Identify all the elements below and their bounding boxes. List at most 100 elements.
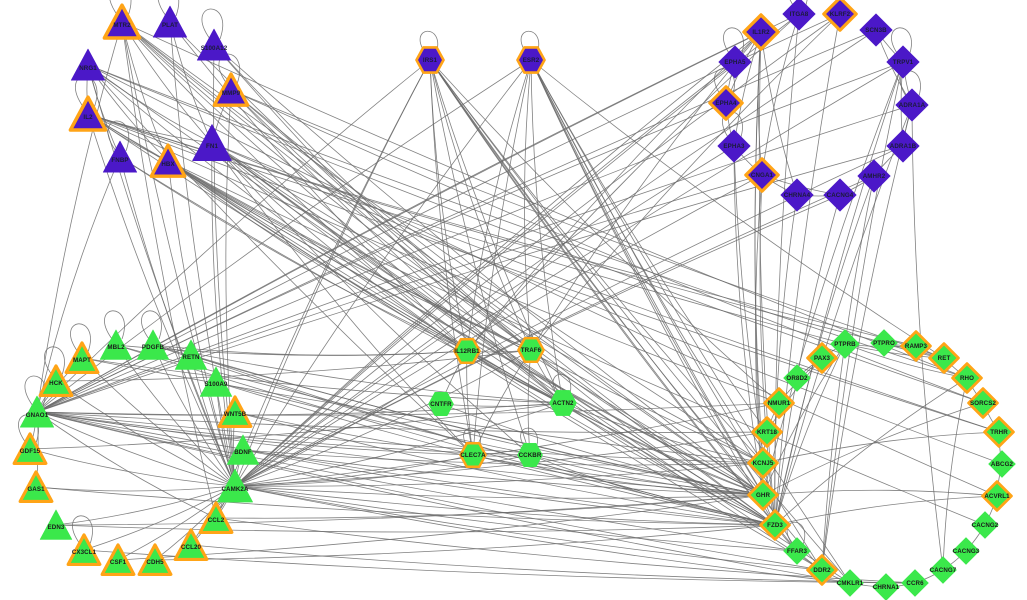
- node-nrg1[interactable]: NRG1: [69, 46, 107, 84]
- node-acvrl1[interactable]: ACVRL1: [981, 480, 1013, 512]
- edge: [530, 59, 564, 404]
- node-cacng4[interactable]: CACNG4: [822, 177, 858, 213]
- edge: [225, 89, 236, 487]
- node-ghr[interactable]: GHR: [747, 479, 779, 511]
- node-sorcs2[interactable]: SORCS2: [967, 387, 999, 419]
- node-epha4[interactable]: EPHA4: [708, 85, 744, 121]
- edge: [55, 524, 776, 533]
- edge: [762, 431, 1000, 464]
- node-nmur1[interactable]: NMUR1: [763, 387, 795, 419]
- edge: [213, 44, 564, 404]
- edge: [821, 61, 904, 571]
- edge: [167, 160, 236, 487]
- diamond-shape: [780, 178, 814, 212]
- edge: [761, 13, 800, 176]
- triangle-shape: [196, 28, 232, 61]
- node-epha5[interactable]: EPHA5: [717, 44, 753, 80]
- node-ccl20[interactable]: CCL20: [173, 527, 209, 563]
- node-chrna1[interactable]: CHRNA1: [871, 572, 901, 600]
- node-ptpro[interactable]: PTPRO: [869, 328, 899, 358]
- edge: [530, 59, 945, 359]
- node-itga8[interactable]: ITGA8: [781, 0, 817, 32]
- self-loop-edge: [786, 521, 806, 546]
- node-cckbr[interactable]: CCKBR: [516, 441, 544, 469]
- edge: [234, 485, 776, 526]
- self-loop-edge: [419, 30, 439, 55]
- edge: [234, 402, 780, 487]
- diamond-shape: [901, 569, 929, 597]
- node-ddr2[interactable]: DDR2: [806, 554, 838, 586]
- node-trpv1[interactable]: TRPV1: [885, 44, 921, 80]
- node-scn3b[interactable]: SCN3B: [858, 12, 894, 48]
- node-gdf15[interactable]: GDF15: [12, 431, 48, 467]
- edge: [530, 349, 764, 496]
- node-chrna4[interactable]: CHRNA4: [779, 177, 815, 213]
- node-kcnj5[interactable]: KCNJ5: [747, 447, 779, 479]
- edge: [211, 142, 236, 487]
- edge: [36, 411, 764, 464]
- node-cacng7[interactable]: CACNG7: [928, 555, 958, 585]
- node-krt18[interactable]: KRT18: [751, 416, 783, 448]
- node-traf6[interactable]: TRAF6: [517, 336, 545, 364]
- node-hbx[interactable]: HBX: [149, 142, 187, 180]
- node-amhr2[interactable]: AMHR2: [856, 158, 892, 194]
- edge: [429, 59, 531, 456]
- node-cmklr1[interactable]: CMKLR1: [835, 568, 865, 598]
- diamond-shape: [900, 330, 932, 362]
- node-actn2[interactable]: ACTN2: [548, 388, 578, 418]
- edge: [762, 61, 904, 496]
- node-s100a12[interactable]: S100A12: [195, 26, 233, 64]
- edge: [152, 344, 236, 487]
- edge: [36, 59, 532, 413]
- triangle-shape: [68, 95, 108, 132]
- edge: [167, 160, 468, 352]
- node-adra1a[interactable]: ADRA1A: [894, 87, 930, 123]
- node-mbl2[interactable]: MBL2: [98, 327, 134, 363]
- node-plat[interactable]: PLAT: [151, 3, 189, 41]
- node-mtr2[interactable]: MTR2: [102, 2, 142, 42]
- diamond-shape: [836, 569, 864, 597]
- node-cdh5[interactable]: CDH5: [137, 542, 173, 578]
- diamond-shape: [806, 342, 838, 374]
- node-gas1[interactable]: GAS1: [18, 469, 54, 505]
- node-irs1[interactable]: IRS1: [415, 45, 445, 75]
- edge: [529, 454, 776, 526]
- node-csf1[interactable]: CSF1: [100, 542, 136, 578]
- node-cx3cl1[interactable]: CX3CL1: [66, 532, 102, 568]
- node-fn1[interactable]: FN1: [190, 121, 234, 165]
- edge: [234, 59, 532, 487]
- edge: [36, 411, 236, 487]
- node-klrf2[interactable]: KLRF2: [822, 0, 858, 32]
- diamond-shape: [857, 159, 891, 193]
- node-clec7a[interactable]: CLEC7A: [459, 441, 487, 469]
- node-fnbp[interactable]: FNBP: [101, 138, 139, 176]
- edge: [234, 194, 841, 487]
- edge: [36, 156, 121, 413]
- diamond-shape: [783, 364, 811, 392]
- node-cntfr[interactable]: CNTFR: [427, 390, 455, 418]
- node-bdnf[interactable]: BDNF: [225, 432, 261, 468]
- node-ccr6[interactable]: CCR6: [900, 568, 930, 598]
- diamond-shape: [759, 509, 791, 541]
- edge: [530, 59, 798, 552]
- node-mmp9[interactable]: MMP9: [212, 71, 250, 109]
- node-il12rb1[interactable]: IL12RB1: [453, 337, 481, 365]
- node-gnao1[interactable]: GNAO1: [18, 393, 56, 431]
- node-il2[interactable]: IL2: [68, 94, 108, 134]
- node-abcg2[interactable]: ABCG2: [987, 449, 1017, 479]
- edge: [466, 13, 800, 352]
- diamond-shape: [870, 329, 898, 357]
- diamond-shape: [823, 178, 857, 212]
- node-cnga1[interactable]: CNGA1: [744, 157, 780, 193]
- edge: [35, 486, 776, 526]
- node-esr2[interactable]: ESR2: [516, 45, 546, 75]
- edge: [429, 59, 798, 552]
- triangle-shape: [19, 395, 55, 428]
- node-pdgfb[interactable]: PDGFB: [135, 327, 171, 363]
- diamond-shape: [744, 157, 780, 193]
- node-wnt5b[interactable]: WNT5B: [217, 394, 253, 430]
- self-loop-edge: [141, 310, 162, 340]
- edge: [821, 175, 875, 571]
- node-trhr[interactable]: TRHR: [983, 416, 1015, 448]
